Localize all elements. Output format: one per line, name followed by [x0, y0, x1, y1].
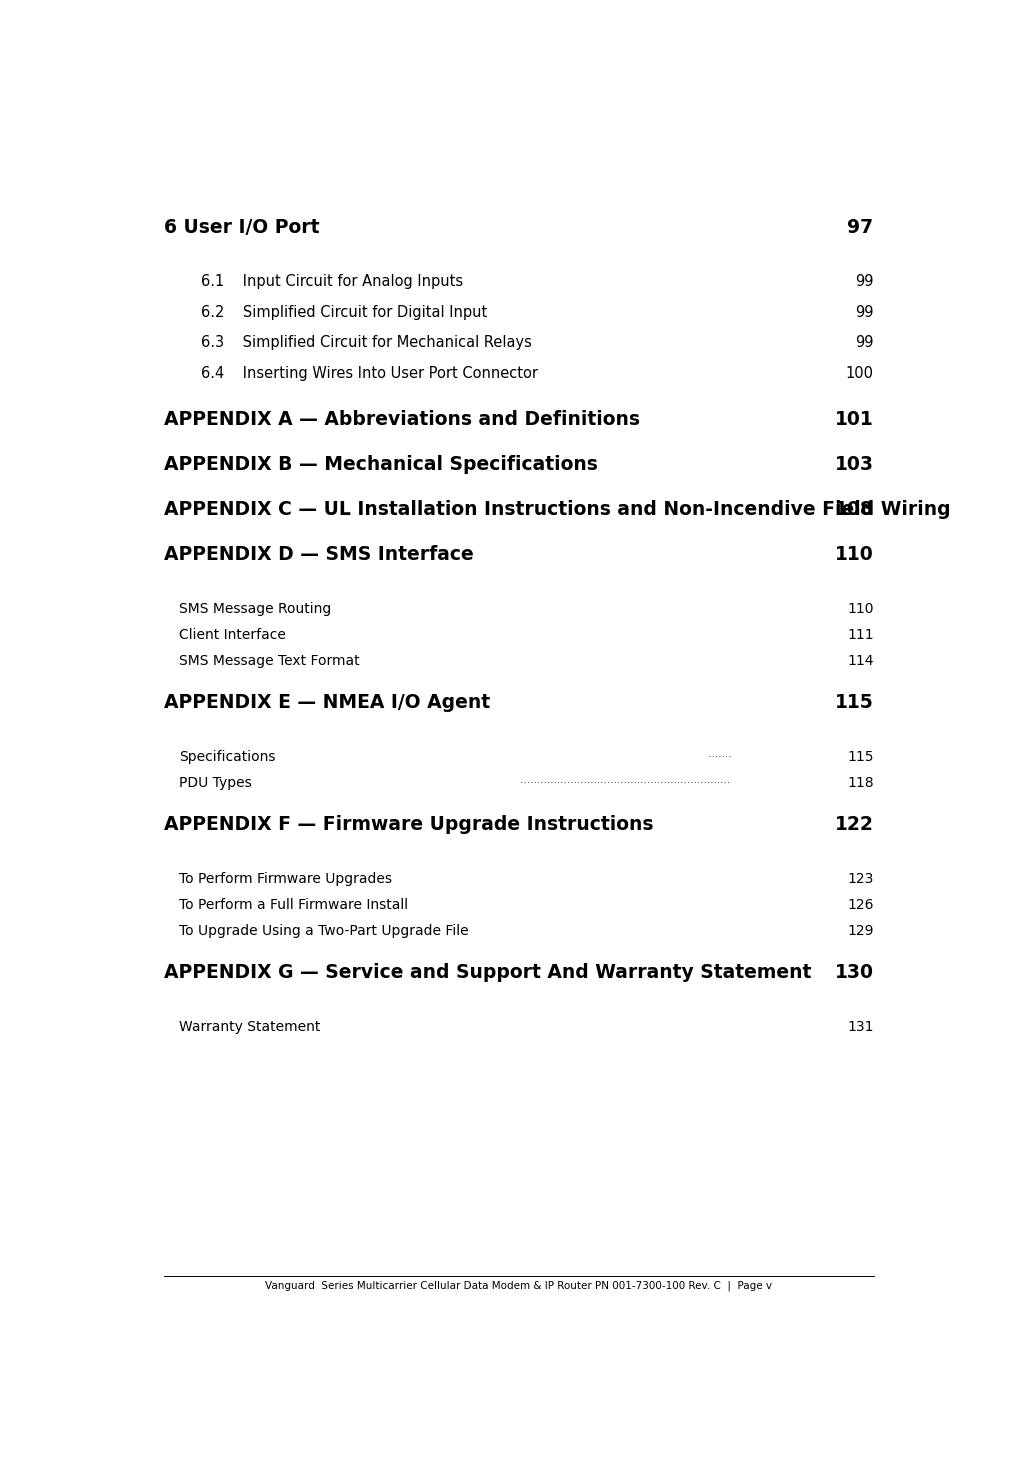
Text: SMS Message Routing: SMS Message Routing — [179, 601, 332, 616]
Text: PDU Types: PDU Types — [179, 776, 252, 789]
Text: 115: 115 — [846, 750, 872, 764]
Text: To Perform Firmware Upgrades: To Perform Firmware Upgrades — [179, 871, 392, 886]
Text: APPENDIX B — Mechanical Specifications: APPENDIX B — Mechanical Specifications — [164, 455, 596, 474]
Text: APPENDIX G — Service and Support And Warranty Statement: APPENDIX G — Service and Support And War… — [164, 964, 810, 983]
Text: APPENDIX F — Firmware Upgrade Instructions: APPENDIX F — Firmware Upgrade Instructio… — [164, 816, 652, 835]
Text: Specifications: Specifications — [179, 750, 276, 764]
Text: APPENDIX D — SMS Interface: APPENDIX D — SMS Interface — [164, 546, 473, 565]
Text: 115: 115 — [834, 694, 872, 713]
Text: 111: 111 — [846, 628, 872, 643]
Text: To Perform a Full Firmware Install: To Perform a Full Firmware Install — [179, 898, 408, 912]
Text: APPENDIX A — Abbreviations and Definitions: APPENDIX A — Abbreviations and Definitio… — [164, 409, 639, 428]
Text: SMS Message Text Format: SMS Message Text Format — [179, 654, 360, 667]
Text: 99: 99 — [854, 336, 872, 351]
Text: Warranty Statement: Warranty Statement — [179, 1020, 320, 1034]
Text: APPENDIX E — NMEA I/O Agent: APPENDIX E — NMEA I/O Agent — [164, 694, 489, 713]
Text: 103: 103 — [834, 455, 872, 474]
Text: 97: 97 — [846, 217, 872, 236]
Text: APPENDIX C — UL Installation Instructions and Non-Incendive Field Wiring: APPENDIX C — UL Installation Instruction… — [164, 500, 949, 519]
Text: 129: 129 — [846, 924, 872, 937]
Text: 6.3    Simplified Circuit for Mechanical Relays: 6.3 Simplified Circuit for Mechanical Re… — [201, 336, 532, 351]
Text: 6 User I/O Port: 6 User I/O Port — [164, 217, 318, 236]
Text: 110: 110 — [834, 546, 872, 565]
Text: 99: 99 — [854, 274, 872, 289]
Text: 123: 123 — [846, 871, 872, 886]
Text: 130: 130 — [834, 964, 872, 983]
Text: 100: 100 — [845, 365, 872, 381]
Text: 108: 108 — [834, 500, 872, 519]
Text: 6.2    Simplified Circuit for Digital Input: 6.2 Simplified Circuit for Digital Input — [201, 305, 487, 320]
Text: 101: 101 — [834, 409, 872, 428]
Text: 99: 99 — [854, 305, 872, 320]
Text: 131: 131 — [846, 1020, 872, 1034]
Text: To Upgrade Using a Two-Part Upgrade File: To Upgrade Using a Two-Part Upgrade File — [179, 924, 468, 937]
Text: 126: 126 — [846, 898, 872, 912]
Text: Client Interface: Client Interface — [179, 628, 286, 643]
Text: 114: 114 — [846, 654, 872, 667]
Text: 6.1    Input Circuit for Analog Inputs: 6.1 Input Circuit for Analog Inputs — [201, 274, 463, 289]
Text: 118: 118 — [846, 776, 872, 789]
Text: Vanguard  Series Multicarrier Cellular Data Modem & IP Router PN 001-7300-100 Re: Vanguard Series Multicarrier Cellular Da… — [265, 1281, 771, 1291]
Text: 122: 122 — [834, 816, 872, 835]
Text: 110: 110 — [846, 601, 872, 616]
Text: 6.4    Inserting Wires Into User Port Connector: 6.4 Inserting Wires Into User Port Conne… — [201, 365, 538, 381]
